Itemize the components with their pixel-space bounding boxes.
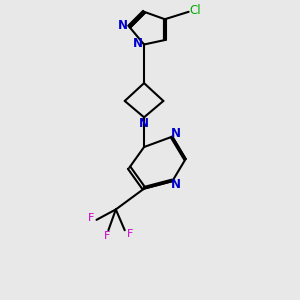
Text: Cl: Cl <box>189 4 201 17</box>
Text: N: N <box>139 117 149 130</box>
Text: F: F <box>88 213 94 224</box>
Text: F: F <box>127 229 133 239</box>
Text: F: F <box>104 231 110 241</box>
Text: N: N <box>171 127 181 140</box>
Text: N: N <box>133 38 143 50</box>
Text: N: N <box>118 19 128 32</box>
Text: N: N <box>171 178 181 191</box>
